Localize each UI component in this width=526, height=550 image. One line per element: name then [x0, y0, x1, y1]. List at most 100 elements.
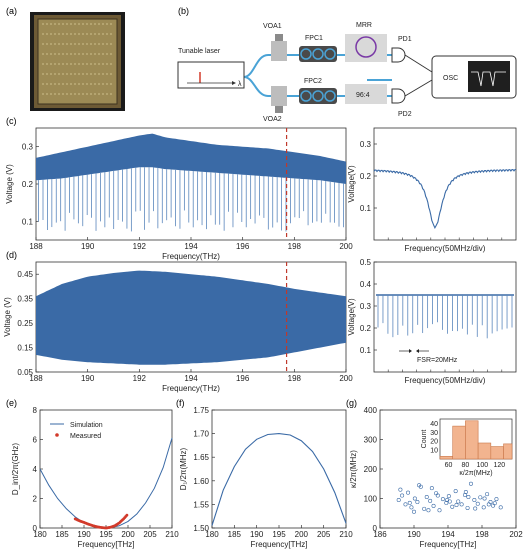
x-tick-label: 192 — [133, 242, 147, 251]
y-tick-label: 400 — [364, 406, 378, 415]
panel-d-letter: (d) — [6, 250, 17, 260]
mrr-box — [345, 34, 387, 62]
x-tick-label: 200 — [295, 530, 309, 539]
linewidth-point — [400, 493, 405, 498]
linewidth-point — [435, 493, 440, 498]
inset-x-tick-label: 60 — [445, 462, 453, 469]
inset-y-tick-label: 30 — [430, 430, 438, 437]
linewidth-point — [482, 496, 487, 501]
y-tick-label: 100 — [364, 495, 378, 504]
inset-bar — [452, 425, 466, 460]
fpc2-label: FPC2 — [304, 78, 322, 85]
x-tick-label: 210 — [339, 530, 353, 539]
linewidth-point — [407, 500, 412, 505]
y-axis-label: D₁/2π(MHz) — [179, 447, 188, 490]
y-tick-label: 0 — [33, 524, 38, 533]
inset-x-label: κ/2π(MHz) — [459, 470, 492, 477]
panel-e-letter: (e) — [6, 398, 17, 408]
linewidth-point — [492, 501, 497, 506]
y-tick-label: 300 — [364, 436, 378, 445]
x-tick-label: 200 — [339, 374, 353, 383]
plot-frame — [373, 261, 517, 373]
panel-b-letter: (b) — [178, 6, 189, 16]
voa1-label: VOA1 — [263, 23, 282, 30]
x-tick-label: 200 — [339, 242, 353, 251]
chart-e: 180 185 190 195 200 205 210 0 2 4 6 8 Frequency[THz]… — [11, 406, 179, 549]
y-tick-label: 8 — [33, 406, 38, 415]
linewidth-point — [473, 506, 478, 511]
x-tick-label: 205 — [317, 530, 331, 539]
x-tick-label: 196 — [236, 374, 250, 383]
x-tick-label: 194 — [441, 530, 455, 539]
y-tick-label: 1.75 — [193, 406, 209, 415]
linewidth-point — [478, 495, 483, 500]
y-tick-label: 2 — [33, 495, 38, 504]
plot-frame — [373, 127, 517, 241]
inset-bar — [439, 456, 454, 460]
linewidth-point — [426, 508, 431, 513]
inset-x-tick-label: 120 — [493, 462, 505, 469]
y-tick-label: 0.15 — [17, 344, 33, 353]
linewidth-point — [406, 490, 411, 495]
y-tick-label: 4 — [33, 465, 38, 474]
coupler-label: 96:4 — [356, 92, 370, 99]
x-axis-label: Frequency(THz) — [162, 384, 220, 393]
inset-bar — [503, 443, 513, 460]
chart-d-right: 0.1 0.2 0.3 0.4 0.5 FSR=20MHz Frequency(50MHz/… — [347, 258, 517, 385]
x-tick-label: 200 — [121, 530, 135, 539]
y-tick-label: 0.3 — [22, 143, 34, 152]
linewidth-point — [446, 494, 451, 499]
voa1-box — [271, 41, 287, 61]
d1-line — [211, 433, 347, 526]
linewidth-point — [411, 509, 416, 514]
linewidth-point — [431, 503, 436, 508]
x-tick-label: 188 — [29, 242, 43, 251]
y-tick-label: 0.2 — [22, 180, 34, 189]
linewidth-point — [437, 508, 442, 513]
c-left-band — [36, 133, 346, 184]
y-tick-label: 1.60 — [193, 477, 209, 486]
y-tick-label: 0.3 — [360, 302, 372, 311]
inset-y-tick-label: 20 — [430, 439, 438, 446]
y-tick-label: 0.3 — [360, 140, 372, 149]
x-axis-label: Frequency(50MHz/div) — [405, 376, 486, 385]
y-tick-label: 0.05 — [17, 368, 33, 377]
linewidth-point — [440, 497, 445, 502]
plot-frame — [39, 409, 173, 529]
x-tick-label: 190 — [77, 530, 91, 539]
x-tick-label: 190 — [81, 242, 95, 251]
panel-c-letter: (c) — [6, 116, 17, 126]
x-tick-label: 186 — [373, 530, 387, 539]
chart-g: 186 190 194 198 202 0 100 200 300 400 Frequency[TH… — [349, 406, 523, 549]
legend-sim-label: Simulation — [70, 422, 103, 429]
x-tick-label: 202 — [509, 530, 523, 539]
voa2-label: VOA2 — [263, 116, 282, 123]
y-tick-label: 0.1 — [22, 217, 34, 226]
x-tick-label: 195 — [99, 530, 113, 539]
linewidth-point — [475, 501, 480, 506]
linewidth-point — [472, 497, 477, 502]
setup-schematic: Tunable laser λ VOA1 VOA2 FPC1 FPC2 MRR … — [177, 22, 517, 123]
tunable-laser-box — [177, 61, 245, 89]
linewidth-point — [415, 500, 420, 505]
linewidth-point — [434, 491, 439, 496]
pd1-label: PD1 — [398, 36, 412, 43]
linewidth-point — [465, 505, 470, 510]
fiber-paths — [243, 54, 392, 97]
linewidth-point — [412, 496, 417, 501]
x-tick-label: 190 — [250, 530, 264, 539]
linewidth-point — [491, 503, 496, 508]
x-axis-label: Frequency(THz) — [162, 252, 220, 261]
linewidth-point — [398, 487, 403, 492]
legend-meas-swatch — [55, 433, 59, 437]
linewidth-point — [417, 483, 422, 488]
inset-y-label: Count — [421, 430, 428, 449]
inset-bar — [465, 420, 479, 460]
inset-x-tick-label: 100 — [477, 462, 489, 469]
plot-frame — [211, 409, 347, 529]
measured-point — [125, 513, 129, 517]
linewidth-point — [424, 495, 429, 500]
x-tick-label: 198 — [475, 530, 489, 539]
linewidth-point — [454, 502, 459, 507]
